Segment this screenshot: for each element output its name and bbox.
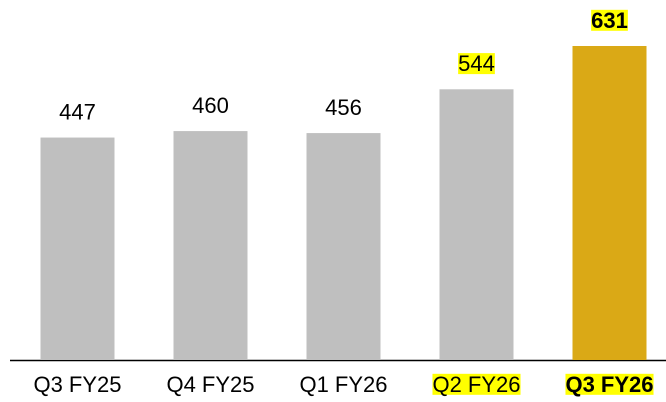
bar — [572, 46, 647, 360]
label-highlight — [432, 373, 521, 395]
value-label: 544 — [458, 51, 495, 76]
value-label: 456 — [325, 95, 362, 120]
x-tick-label: Q4 FY25 — [166, 372, 254, 397]
label-highlight — [565, 373, 654, 395]
x-tick-label: Q1 FY26 — [299, 372, 387, 397]
x-tick-label: Q2 FY26 — [432, 372, 520, 397]
x-tick-label: Q3 FY26 — [565, 372, 653, 397]
value-label: 631 — [591, 8, 628, 33]
bar — [306, 133, 381, 360]
bar — [40, 137, 115, 360]
value-label: 447 — [59, 99, 96, 124]
label-highlight — [591, 9, 628, 31]
value-label: 460 — [192, 93, 229, 118]
bar — [173, 131, 248, 360]
x-tick-label: Q3 FY25 — [33, 372, 121, 397]
bar — [439, 89, 514, 360]
label-highlight — [458, 53, 495, 75]
